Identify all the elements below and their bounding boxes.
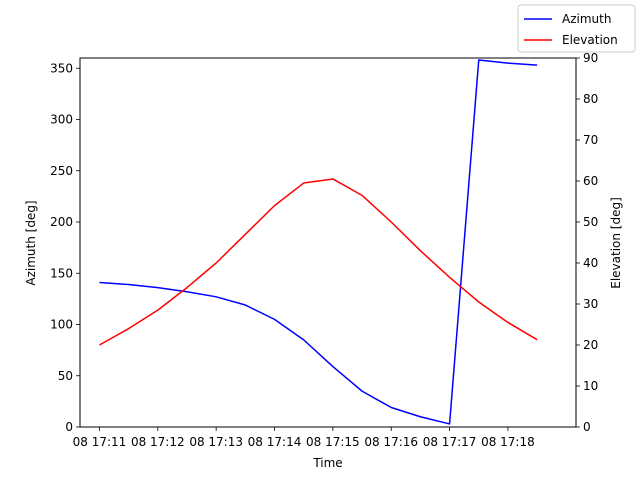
left-y-tick-label: 200 xyxy=(50,215,73,229)
axes-layer: 08 17:11 08 17:12 08 17:13 08 17:14 08 17:15… xyxy=(50,51,598,449)
left-y-tick-label: 350 xyxy=(50,61,73,75)
x-tick-label: 08 17:12 xyxy=(131,435,185,449)
x-tick-label: 08 17:17 xyxy=(423,435,477,449)
x-axis-label: Time xyxy=(312,456,342,470)
legend: Azimuth Elevation xyxy=(517,4,636,53)
left-y-tick-label: 300 xyxy=(50,113,73,127)
x-tick-label: 08 17:16 xyxy=(364,435,418,449)
left-y-tick-label: 0 xyxy=(65,420,73,434)
right-y-tick-label: 0 xyxy=(583,420,591,434)
right-y-tick-label: 80 xyxy=(583,92,598,106)
x-tick-label: 08 17:13 xyxy=(189,435,243,449)
series-layer xyxy=(99,59,538,425)
right-y-tick-label: 20 xyxy=(583,338,598,352)
left-y-axis-label: Azimuth [deg] xyxy=(24,200,38,285)
right-y-tick-label: 70 xyxy=(583,133,598,147)
series-line-azimuth xyxy=(99,59,538,425)
right-y-tick-label: 30 xyxy=(583,297,598,311)
left-y-tick-label: 50 xyxy=(58,369,73,383)
left-y-tick-label: 250 xyxy=(50,164,73,178)
right-y-tick-label: 50 xyxy=(583,215,598,229)
x-tick-label: 08 17:11 xyxy=(73,435,127,449)
right-y-tick-label: 10 xyxy=(583,379,598,393)
legend-label-azimuth: Azimuth xyxy=(562,12,611,26)
right-y-axis-label: Elevation [deg] xyxy=(609,197,623,289)
left-y-tick-label: 150 xyxy=(50,266,73,280)
right-y-tick-label: 60 xyxy=(583,174,598,188)
series-line-elevation xyxy=(99,178,538,346)
x-tick-label: 08 17:14 xyxy=(248,435,302,449)
legend-label-elevation: Elevation xyxy=(562,33,618,47)
right-y-tick-label: 40 xyxy=(583,256,598,270)
right-y-tick-label: 90 xyxy=(583,51,598,65)
left-y-tick-label: 100 xyxy=(50,318,73,332)
plot-frame xyxy=(79,57,577,428)
x-tick-label: 08 17:18 xyxy=(481,435,535,449)
x-tick-label: 08 17:15 xyxy=(306,435,360,449)
